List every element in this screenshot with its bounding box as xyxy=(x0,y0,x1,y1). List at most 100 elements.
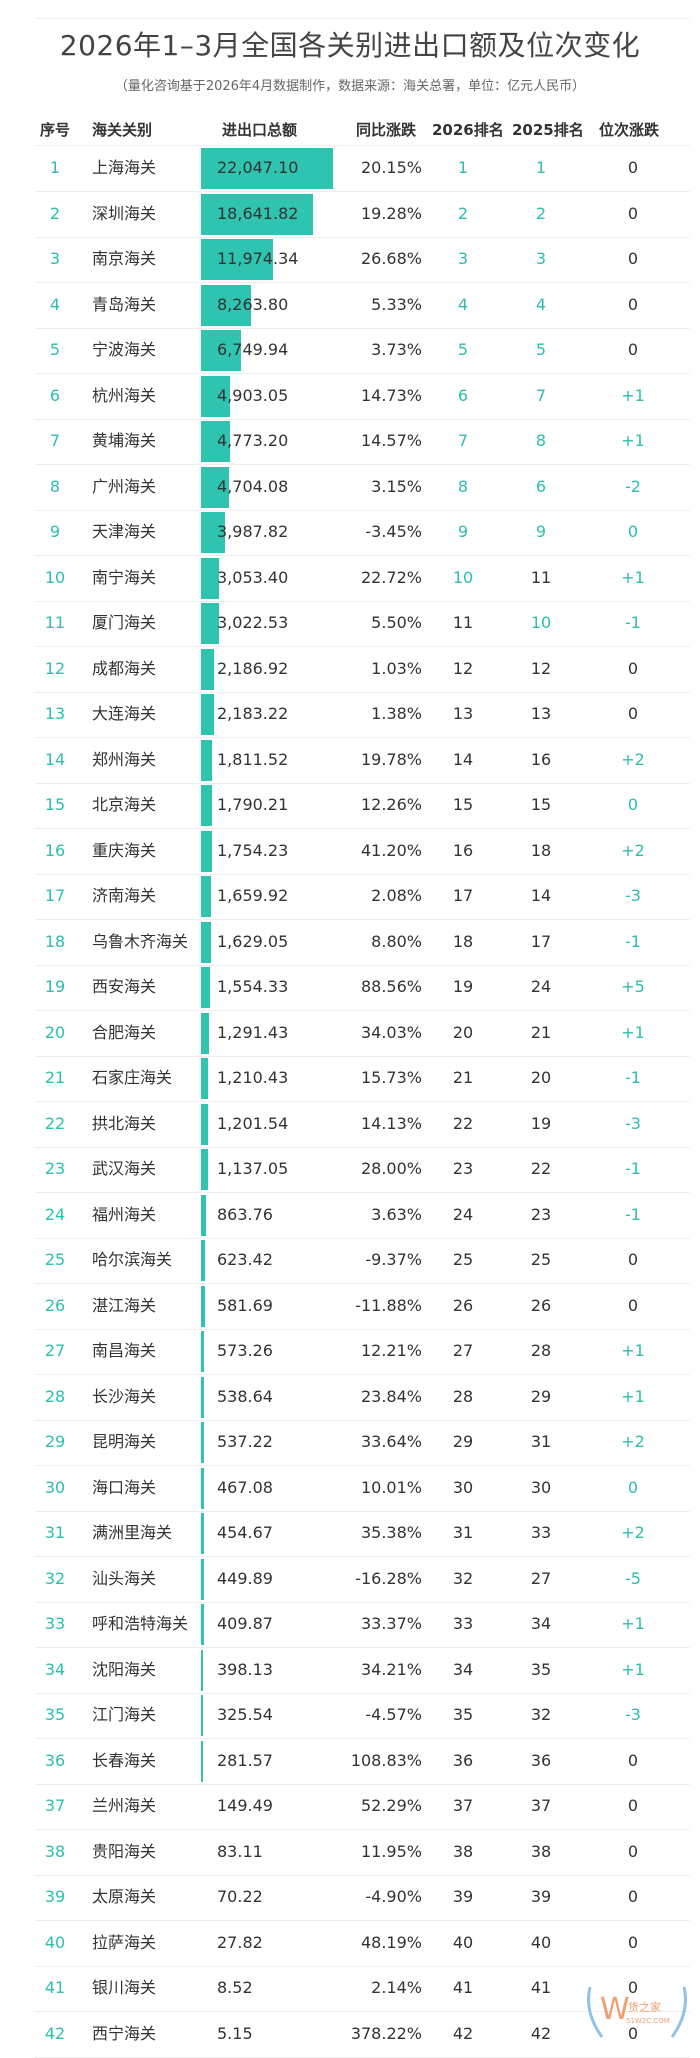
header-yoy: 同比涨跌 xyxy=(356,121,417,139)
rank-2025: 39 xyxy=(530,1887,552,1906)
rank-2025: 24 xyxy=(530,977,552,996)
rank-2025: 31 xyxy=(530,1432,552,1451)
table-row: 10 南宁海关 3,053.40 22.72% 10 11 +1 xyxy=(0,556,700,602)
rank-change: +1 xyxy=(621,1341,645,1360)
table-row: 33 呼和浩特海关 409.87 33.37% 33 34 +1 xyxy=(0,1602,700,1648)
table-row: 3 南京海关 11,974.34 26.68% 3 3 0 xyxy=(0,237,700,283)
yoy-change: 5.33% xyxy=(371,294,422,314)
total-bar xyxy=(201,694,215,735)
total-bar xyxy=(201,739,212,781)
rank-2025: 38 xyxy=(530,1841,552,1861)
rank-2026: 41 xyxy=(452,1978,474,1997)
total-bar xyxy=(201,1604,204,1645)
customs-name: 南宁海关 xyxy=(92,567,157,587)
total-bar xyxy=(201,239,273,280)
row-divider xyxy=(35,1283,690,1284)
seq-number: 7 xyxy=(49,431,61,450)
rank-change: 0 xyxy=(627,1887,639,1906)
total-bar xyxy=(201,967,211,1008)
row-divider xyxy=(35,964,690,966)
total-bar xyxy=(201,1058,209,1099)
yoy-change: 22.72% xyxy=(360,567,422,587)
total-value: 449.89 xyxy=(217,1568,273,1588)
customs-name: 石家庄海关 xyxy=(92,1068,173,1087)
rank-2025: 7 xyxy=(535,385,547,405)
yoy-change: 14.73% xyxy=(360,385,422,405)
yoy-change: 11.95% xyxy=(360,1841,422,1861)
rank-change: 0 xyxy=(627,340,639,359)
total-value: 3,022.53 xyxy=(217,613,289,632)
total-bar xyxy=(201,921,211,963)
customs-name: 南昌海关 xyxy=(92,1341,157,1360)
seq-number: 13 xyxy=(44,704,66,723)
customs-name: 拉萨海关 xyxy=(92,1932,157,1952)
rank-change: -2 xyxy=(625,476,641,496)
rank-2025: 26 xyxy=(530,1295,552,1315)
rank-2026: 7 xyxy=(457,431,469,450)
rank-change: 0 xyxy=(627,158,639,177)
row-divider xyxy=(35,1055,690,1057)
table-header: 序号 海关关别 进出口总额 同比涨跌 2026排名 2025排名 位次涨跌 xyxy=(0,116,700,144)
total-bar xyxy=(201,193,313,235)
total-value: 4,704.08 xyxy=(217,476,289,496)
total-value: 1,291.43 xyxy=(217,1022,289,1042)
rank-2025: 22 xyxy=(530,1159,552,1178)
total-bar xyxy=(201,1285,205,1327)
rank-change: 0 xyxy=(627,249,639,268)
rank-2026: 19 xyxy=(452,977,474,996)
total-value: 3,053.40 xyxy=(217,567,289,587)
rank-change: 0 xyxy=(627,203,639,223)
rank-2025: 21 xyxy=(530,1022,552,1042)
rank-2026: 24 xyxy=(452,1204,474,1224)
rank-2025: 32 xyxy=(530,1705,552,1724)
row-divider xyxy=(35,1920,690,1921)
yoy-change: 88.56% xyxy=(360,977,422,996)
rank-2026: 32 xyxy=(452,1568,474,1588)
table-row: 28 长沙海关 538.64 23.84% 28 29 +1 xyxy=(0,1375,700,1421)
total-value: 1,201.54 xyxy=(217,1113,289,1133)
total-value: 467.08 xyxy=(217,1477,273,1497)
yoy-change: 14.57% xyxy=(360,431,422,450)
row-divider xyxy=(35,600,690,602)
yoy-change: 33.37% xyxy=(360,1614,422,1633)
rank-2026: 38 xyxy=(452,1841,474,1861)
total-value: 27.82 xyxy=(217,1932,263,1952)
yoy-change: -4.57% xyxy=(365,1705,422,1724)
total-bar xyxy=(201,330,242,371)
yoy-change: 14.13% xyxy=(360,1113,422,1133)
table-row: 29 昆明海关 537.22 33.64% 29 31 +2 xyxy=(0,1420,700,1466)
total-bar xyxy=(201,1149,208,1190)
total-bar xyxy=(201,375,231,417)
yoy-change: 48.19% xyxy=(360,1932,422,1952)
total-value: 1,137.05 xyxy=(217,1159,289,1178)
table-row: 26 湛江海关 581.69 -11.88% 26 26 0 xyxy=(0,1284,700,1330)
svg-text:货之家: 货之家 xyxy=(628,2000,661,2014)
rank-2026: 31 xyxy=(452,1523,474,1542)
row-divider xyxy=(35,236,690,238)
rank-2026: 9 xyxy=(457,522,469,541)
seq-number: 39 xyxy=(44,1887,66,1906)
yoy-change: 3.73% xyxy=(371,340,422,359)
total-value: 623.42 xyxy=(217,1250,273,1269)
row-divider xyxy=(35,1146,690,1148)
rank-change: +1 xyxy=(621,567,645,587)
customs-name: 北京海关 xyxy=(92,795,157,814)
seq-number: 10 xyxy=(44,567,66,587)
customs-name: 大连海关 xyxy=(92,704,157,723)
row-divider xyxy=(35,1601,690,1603)
row-divider xyxy=(35,1692,690,1694)
yoy-change: -11.88% xyxy=(355,1295,422,1315)
table-row: 9 天津海关 3,987.82 -3.45% 9 9 0 xyxy=(0,510,700,556)
row-divider xyxy=(35,919,690,920)
table-row: 11 厦门海关 3,022.53 5.50% 11 10 -1 xyxy=(0,601,700,647)
total-bar xyxy=(201,466,230,508)
rank-2026: 15 xyxy=(452,795,474,814)
row-divider xyxy=(35,1783,690,1785)
rank-2026: 42 xyxy=(452,2023,474,2043)
customs-name: 乌鲁木齐海关 xyxy=(92,931,189,951)
seq-number: 2 xyxy=(49,203,61,223)
rank-2026: 37 xyxy=(452,1796,474,1815)
yoy-change: 12.26% xyxy=(360,795,422,814)
total-bar xyxy=(201,603,220,644)
table-row: 16 重庆海关 1,754.23 41.20% 16 18 +2 xyxy=(0,829,700,875)
